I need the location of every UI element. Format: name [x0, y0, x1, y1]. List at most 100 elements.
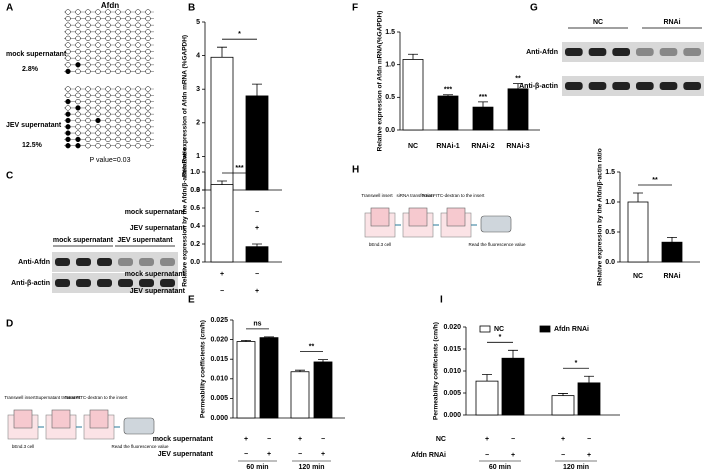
blot-band — [55, 258, 70, 266]
blot-band — [636, 82, 654, 90]
cpg-site — [135, 111, 141, 117]
methylation-percent: 2.8% — [22, 66, 39, 73]
cpg-site — [75, 48, 81, 55]
x-tick-label: NC — [408, 143, 418, 150]
cpg-site — [135, 62, 141, 68]
y-tick-label: 1.0 — [190, 169, 200, 176]
blot-band — [55, 279, 70, 287]
x-tick-label: 60 min — [489, 464, 511, 471]
cpg-site — [95, 9, 101, 15]
bar — [290, 371, 310, 419]
blot-band — [683, 48, 701, 56]
panel-letter: D — [6, 319, 13, 330]
cpg-site — [85, 130, 91, 136]
cpg-site — [95, 55, 101, 61]
x-tick-label: NC — [633, 273, 643, 280]
bar — [475, 380, 499, 416]
panel-letter: B — [188, 3, 195, 14]
cpg-site — [105, 62, 111, 68]
cpg-site — [125, 143, 131, 149]
legend-label: NC — [494, 326, 504, 333]
cpg-site — [75, 124, 81, 130]
blot-group: NC — [593, 19, 603, 26]
condition-mark: + — [321, 451, 325, 458]
cpg-site — [85, 55, 91, 61]
readout-label: Read the fluorescence value — [468, 242, 526, 247]
cpg-site — [135, 42, 141, 48]
condition-mark: + — [244, 436, 248, 443]
x-tick-label: RNAi-1 — [436, 143, 459, 150]
y-tick-label: 0 — [196, 187, 200, 194]
cpg-site — [85, 29, 91, 35]
blot-band — [683, 82, 701, 90]
insert — [408, 207, 428, 227]
blot-band — [76, 279, 91, 287]
insert — [446, 207, 466, 227]
cpg-site — [95, 143, 101, 149]
cpg-site — [105, 22, 111, 28]
insert — [51, 409, 71, 429]
cpg-site — [95, 48, 101, 55]
cpg-site — [145, 29, 151, 35]
cpg-site — [125, 22, 131, 28]
error-bar — [513, 83, 523, 89]
cpg-site — [95, 111, 101, 117]
cpg-site — [85, 136, 91, 143]
y-axis-label: Permeability coefficients (cm/h) — [200, 320, 207, 418]
bar — [551, 395, 575, 416]
cpg-site — [145, 143, 151, 149]
cpg-site — [115, 136, 121, 143]
p-value: P value=0.03 — [90, 157, 131, 164]
bar — [210, 56, 234, 191]
y-tick-label: 0.5 — [605, 229, 615, 236]
cpg-site — [115, 55, 121, 61]
blot-band — [160, 279, 175, 287]
significance: ns — [253, 321, 261, 328]
plate-reader — [123, 417, 155, 435]
cpg-site — [125, 55, 131, 61]
y-tick-label: 0.010 — [443, 368, 461, 375]
cpg-site — [145, 124, 151, 130]
cpg-site — [85, 22, 91, 28]
y-tick-label: 0.5 — [385, 94, 395, 101]
blot-group: RNAi — [663, 19, 680, 26]
significance: * — [238, 31, 241, 38]
condition-mark: − — [244, 451, 248, 458]
cpg-site — [95, 35, 101, 42]
cpg-site — [75, 136, 81, 143]
blot-row-label: Anti-Afdn — [18, 259, 50, 266]
blot-strip — [52, 273, 178, 293]
cpg-site — [115, 42, 121, 48]
cpg-site — [125, 62, 131, 68]
bar — [501, 357, 525, 416]
y-tick-label: 1.0 — [385, 62, 395, 69]
cpg-site — [65, 111, 71, 117]
cpg-site — [75, 55, 81, 61]
condition-mark: + — [267, 451, 271, 458]
blot-group: mock supernatant — [53, 237, 114, 244]
group-label: mock supernatant — [6, 51, 67, 58]
cpg-site — [115, 105, 121, 111]
condition-label: JEV supernatant — [130, 225, 186, 232]
cpg-site — [95, 15, 101, 22]
step-label: Treat FITC-dextran to the insert — [422, 193, 486, 198]
error-bar — [408, 53, 418, 60]
methylation-title: Afdn — [101, 1, 119, 10]
cpg-site — [85, 117, 91, 124]
cpg-site — [105, 117, 111, 124]
condition-mark: + — [255, 288, 259, 295]
condition-label: JEV supernatant — [130, 288, 186, 295]
x-tick-label: RNAi-2 — [471, 143, 494, 150]
cpg-site — [85, 105, 91, 111]
y-tick-label: 0.005 — [443, 390, 461, 397]
plate-reader — [480, 215, 512, 233]
cpg-site — [105, 130, 111, 136]
cpg-site — [105, 42, 111, 48]
bar — [245, 95, 269, 191]
cpg-site — [65, 48, 71, 55]
cpg-site — [65, 62, 71, 68]
condition-mark: − — [220, 288, 224, 295]
condition-label: mock supernatant — [153, 436, 214, 443]
step-label: Transwell insert — [4, 395, 36, 400]
cpg-site — [115, 62, 121, 68]
